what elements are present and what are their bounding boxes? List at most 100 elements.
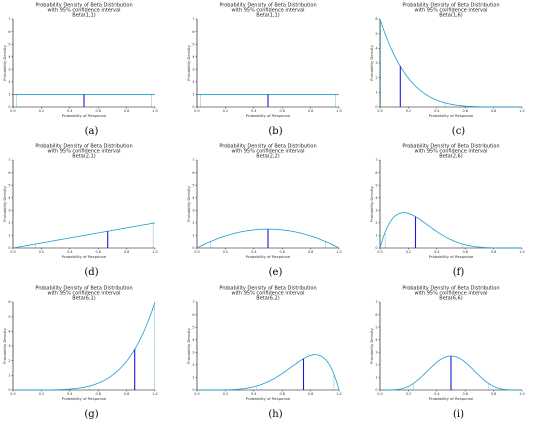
x-tick-label: 0.6	[279, 392, 284, 396]
y-tick-label: 0	[375, 105, 377, 109]
x-tick-label: 0.8	[308, 250, 313, 254]
x-tick-label: 0.6	[95, 109, 100, 113]
x-tick-label: 0.0	[194, 109, 199, 113]
y-tick-label: 2	[375, 76, 377, 80]
x-tick-label: 0.6	[95, 392, 100, 396]
x-tick-label: 0.4	[434, 392, 439, 396]
panel-caption: (c)	[451, 126, 466, 137]
y-tick-label: 6	[375, 17, 377, 21]
x-axis-label: Probability of Response	[429, 113, 474, 118]
y-tick-label: 3	[8, 67, 10, 71]
x-tick-label: 0.8	[124, 392, 129, 396]
y-tick-label: 5	[375, 325, 377, 329]
chart-title-line: with 95% confidence interval	[415, 149, 488, 155]
chart-title-line: with 95% confidence interval	[415, 8, 488, 14]
panel-caption: (a)	[84, 126, 99, 137]
y-axis-label: Probability Density	[186, 44, 191, 80]
chart-svg-e: Probability Density of Beta Distribution…	[186, 144, 342, 260]
y-tick-label: 6	[375, 313, 377, 317]
x-tick-label: 0.0	[10, 392, 15, 396]
x-tick-label: 0.2	[39, 109, 44, 113]
x-tick-label: 1.0	[152, 109, 157, 113]
x-tick-label: 0.8	[491, 250, 496, 254]
x-tick-label: 1.0	[336, 109, 341, 113]
x-tick-label: 0.0	[10, 109, 15, 113]
y-axis-label: Probability Density	[2, 44, 7, 80]
chart-svg-h: Probability Density of Beta Distribution…	[186, 286, 342, 402]
x-tick-label: 0.4	[434, 250, 439, 254]
y-tick-label: 0	[8, 105, 10, 109]
y-tick-label: 5	[8, 183, 10, 187]
y-tick-label: 7	[192, 300, 194, 304]
x-tick-label: 0.6	[462, 392, 467, 396]
y-tick-label: 1	[8, 93, 10, 97]
x-tick-label: 0.8	[308, 392, 313, 396]
x-axis-label: Probability of Response	[246, 254, 291, 259]
y-tick-label: 0	[8, 246, 10, 250]
chart-title-line: Beta(2,1)	[72, 154, 95, 160]
x-tick-label: 0.0	[377, 250, 382, 254]
x-tick-label: 0.2	[406, 392, 411, 396]
chart-title-line: Beta(1,1)	[256, 13, 279, 19]
chart-title-line: with 95% confidence interval	[232, 291, 305, 297]
y-tick-label: 2	[375, 221, 377, 225]
x-tick-label: 0.8	[124, 109, 129, 113]
x-tick-label: 1.0	[519, 109, 524, 113]
panel-caption: (b)	[268, 126, 283, 137]
density-curve	[12, 222, 156, 249]
y-tick-label: 0	[375, 388, 377, 392]
chart-svg-d: Probability Density of Beta Distribution…	[2, 144, 158, 260]
x-tick-label: 0.8	[491, 109, 496, 113]
chart-title-line: Probability Density of Beta Distribution	[402, 144, 499, 150]
chart-title-line: Probability Density of Beta Distribution	[219, 144, 316, 150]
chart-title-line: Beta(2,2)	[256, 154, 279, 160]
x-tick-label: 1.0	[336, 392, 341, 396]
y-tick-label: 1	[8, 234, 10, 238]
y-tick-label: 6	[8, 30, 10, 34]
y-tick-label: 4	[192, 55, 194, 59]
y-tick-label: 7	[375, 300, 377, 304]
density-curve	[196, 228, 340, 249]
y-tick-label: 0	[375, 246, 377, 250]
chart-panel-b: Probability Density of Beta Distribution…	[184, 0, 367, 141]
panel-caption: (e)	[268, 267, 283, 278]
y-tick-label: 4	[8, 330, 10, 334]
y-axis-label: Probability Density	[369, 327, 374, 363]
x-tick-label: 0.4	[251, 392, 256, 396]
y-tick-label: 2	[192, 363, 194, 367]
y-tick-label: 6	[8, 171, 10, 175]
x-axis-label: Probability of Response	[246, 113, 291, 118]
y-tick-label: 3	[192, 350, 194, 354]
chart-title-line: with 95% confidence interval	[232, 8, 305, 14]
y-axis-label: Probability Density	[2, 327, 7, 363]
x-axis-label: Probability of Response	[62, 396, 107, 401]
x-tick-label: 0.4	[251, 250, 256, 254]
x-tick-label: 0.0	[194, 392, 199, 396]
y-tick-label: 7	[375, 158, 377, 162]
y-tick-label: 6	[192, 171, 194, 175]
y-tick-label: 4	[375, 338, 377, 342]
x-tick-label: 1.0	[152, 392, 157, 396]
x-axis-label: Probability of Response	[62, 113, 107, 118]
panel-caption: (g)	[84, 409, 99, 420]
y-axis-label: Probability Density	[2, 185, 7, 221]
y-tick-label: 2	[8, 359, 10, 363]
chart-panel-d: Probability Density of Beta Distribution…	[0, 141, 183, 282]
y-tick-label: 6	[8, 300, 10, 304]
density-curve	[197, 354, 340, 391]
y-tick-label: 5	[8, 315, 10, 319]
y-tick-label: 3	[192, 67, 194, 71]
chart-title-line: with 95% confidence interval	[415, 291, 488, 297]
x-tick-label: 0.2	[406, 109, 411, 113]
x-tick-label: 0.2	[39, 392, 44, 396]
y-tick-label: 6	[192, 30, 194, 34]
y-tick-label: 2	[192, 221, 194, 225]
y-tick-label: 6	[192, 313, 194, 317]
y-tick-label: 2	[375, 363, 377, 367]
y-tick-label: 1	[375, 376, 377, 380]
y-tick-label: 1	[192, 376, 194, 380]
y-tick-label: 0	[192, 388, 194, 392]
x-tick-label: 0.6	[462, 250, 467, 254]
x-tick-label: 1.0	[519, 250, 524, 254]
x-axis-label: Probability of Response	[246, 396, 291, 401]
